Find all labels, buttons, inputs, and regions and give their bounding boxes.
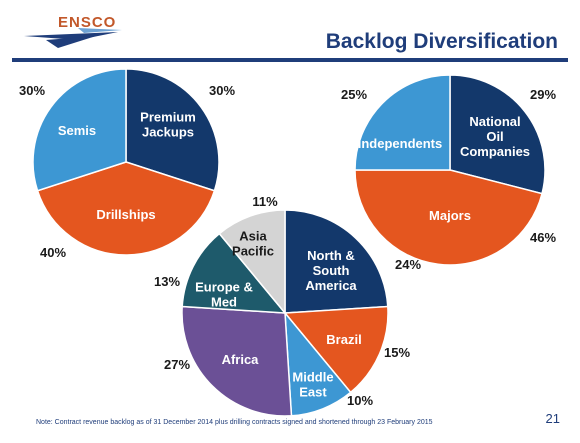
slice-label: Premium Jackups bbox=[140, 110, 196, 140]
pie-slice bbox=[449, 74, 546, 195]
pie-slice bbox=[181, 305, 293, 417]
slice-label: Independents bbox=[358, 136, 443, 151]
page-title: Backlog Diversification bbox=[325, 30, 558, 53]
pie-slice bbox=[32, 68, 127, 192]
logo-arrow-icon bbox=[24, 28, 122, 48]
slice-percent-label: 30% bbox=[209, 83, 235, 98]
slice-label: Brazil bbox=[326, 332, 361, 347]
pie-slice bbox=[284, 209, 389, 314]
slice-label: Asia Pacific bbox=[232, 229, 274, 259]
slice-percent-label: 24% bbox=[395, 257, 421, 272]
slice-percent-label: 11% bbox=[252, 194, 278, 209]
slice-percent-label: 13% bbox=[154, 274, 180, 289]
pie-slice bbox=[218, 209, 286, 316]
slice-label: North & South America bbox=[305, 248, 357, 293]
slice-percent-label: 29% bbox=[530, 87, 556, 102]
ensco-logo: ENSCO bbox=[18, 6, 138, 50]
slice-label: Semis bbox=[58, 123, 96, 138]
page-number: 21 bbox=[545, 411, 560, 426]
slice-label: Middle East bbox=[292, 370, 333, 400]
slice-percent-label: 46% bbox=[530, 230, 556, 245]
logo-text: ENSCO bbox=[58, 14, 117, 31]
slice-label: Africa bbox=[222, 352, 260, 367]
pie-slice bbox=[36, 161, 216, 256]
slice-percent-label: 15% bbox=[384, 345, 410, 360]
pie-slice bbox=[283, 305, 389, 394]
pie-slice bbox=[125, 68, 220, 192]
pie-slice bbox=[181, 232, 287, 314]
footnote: Note: Contract revenue backlog as of 31 … bbox=[36, 419, 433, 426]
pie-slice bbox=[354, 74, 451, 171]
slice-percent-label: 40% bbox=[40, 245, 66, 260]
slice-percent-label: 30% bbox=[19, 83, 45, 98]
slice-label: Majors bbox=[429, 208, 471, 223]
slice-percent-label: 27% bbox=[164, 357, 190, 372]
slice-percent-label: 10% bbox=[347, 393, 373, 408]
title-rule bbox=[12, 58, 568, 62]
slice-label: Drillships bbox=[96, 207, 155, 222]
pie-slice bbox=[354, 169, 543, 266]
slice-label: Europe & Med bbox=[195, 280, 253, 310]
slice-label: National Oil Companies bbox=[460, 114, 530, 159]
slice-percent-label: 25% bbox=[341, 87, 367, 102]
